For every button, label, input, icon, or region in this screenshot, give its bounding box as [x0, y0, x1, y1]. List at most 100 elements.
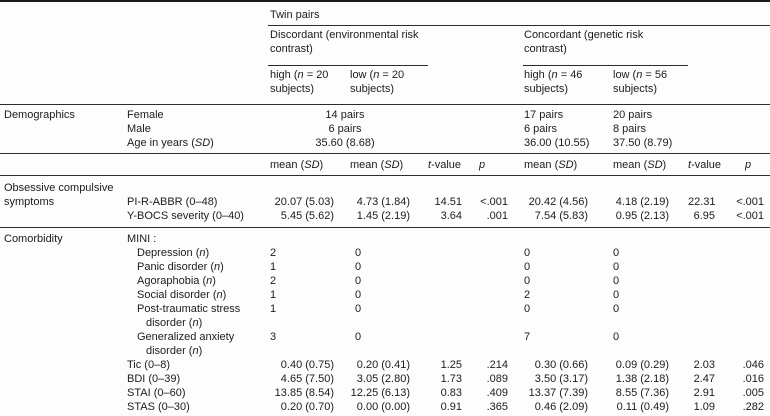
- count-cell: 0: [355, 247, 362, 259]
- header-p-discordant: p: [478, 153, 523, 176]
- count-cell: 7: [524, 331, 531, 343]
- count-cell: 1: [270, 289, 277, 301]
- spacer-cell: [733, 105, 770, 123]
- row-label-stai: STAI (0–60): [127, 387, 186, 399]
- mean-sd-cell: 4.65 (7.50): [280, 373, 334, 385]
- p-value-cell: .001: [478, 209, 523, 228]
- spacer-cell: [428, 122, 478, 136]
- count-cell: 0: [524, 275, 531, 287]
- spacer-cell: [733, 274, 770, 288]
- male-discordant-value: 6 pairs: [328, 123, 362, 135]
- p-value-cell: .365: [486, 401, 508, 413]
- col-header-discordant-low: low (n = 20 subjects): [348, 65, 428, 105]
- count-cell: 0: [524, 247, 531, 259]
- mean-sd-cell: 7.54 (5.83): [523, 209, 612, 228]
- mean-sd-cell: 12.25 (6.13): [350, 387, 410, 399]
- count-cell: 0: [613, 247, 620, 259]
- spacer-cell: [733, 65, 770, 105]
- age-discordant-value: 35.60 (8.68): [268, 136, 428, 154]
- t-value-cell: 6.95: [688, 209, 733, 228]
- header-discordant-group: Discordant (environmental risk contrast): [268, 25, 428, 66]
- y-bocs-row: Y-BOCS severity (0–40) 5.45 (5.62) 1.45 …: [0, 209, 770, 228]
- demographics-age-row: Age in years (SD) 35.60 (8.68) 36.00 (10…: [0, 136, 770, 154]
- mean-sd-cell: 8.55 (7.36): [615, 387, 669, 399]
- spacer-cell: [478, 260, 523, 274]
- header-t-value-discordant: t-value: [428, 153, 478, 176]
- t-value-cell: 2.91: [693, 387, 715, 399]
- spacer-cell: [0, 122, 124, 136]
- section-label-ocd-symptoms: Obsessive compulsive symptoms: [4, 182, 114, 208]
- t-value-cell: 1.73: [440, 373, 462, 385]
- mean-sd-cell: 13.37 (7.39): [528, 387, 588, 399]
- spacer-cell: [0, 1, 268, 26]
- spacer-cell: [0, 260, 124, 274]
- col-header-concordant-low: low (n = 56 subjects): [612, 65, 688, 105]
- t-value-cell: 1.25: [440, 359, 462, 371]
- count-cell: 0: [355, 289, 362, 301]
- count-cell: 2: [270, 247, 277, 259]
- male-concordant-low-value: 8 pairs: [613, 123, 647, 135]
- spacer-cell: [478, 274, 523, 288]
- mini-social-row: Social disorder (n) 1 0 2 0: [0, 288, 770, 302]
- spacer-cell: [478, 26, 523, 66]
- spacer-cell: [428, 136, 478, 154]
- row-label-female: Female: [127, 109, 164, 121]
- row-label-male: Male: [127, 123, 151, 135]
- mean-sd-cell: 3.05 (2.80): [356, 373, 410, 385]
- spacer-cell: [268, 228, 770, 247]
- female-discordant-value: 14 pairs: [325, 109, 365, 121]
- spacer-cell: [733, 26, 770, 66]
- spacer-cell: [0, 246, 124, 260]
- mini-depression-row: Depression (n) 2 0 0 0: [0, 246, 770, 260]
- spacer-cell: [688, 330, 733, 358]
- spacer-cell: [688, 246, 733, 260]
- count-cell: 0: [613, 331, 620, 343]
- spacer-cell: [478, 246, 523, 260]
- spacer-cell: [478, 122, 523, 136]
- mean-sd-cell: 13.85 (8.54): [274, 387, 334, 399]
- demographics-male-row: Male 6 pairs 6 pairs 8 pairs: [0, 122, 770, 136]
- spacer-cell: [733, 330, 770, 358]
- row-label-age: Age in years (SD): [124, 136, 268, 154]
- count-cell: 1: [270, 261, 277, 273]
- t-value-cell: 2.47: [693, 373, 715, 385]
- spacer-cell: [0, 302, 124, 330]
- count-cell: 0: [355, 275, 362, 287]
- mean-sd-cell: 0.40 (0.75): [280, 359, 334, 371]
- spacer-cell: [428, 302, 478, 330]
- p-value-cell: .089: [486, 373, 508, 385]
- spacer-cell: [688, 260, 733, 274]
- row-label-social-disorder: Social disorder (n): [137, 289, 227, 301]
- spacer-cell: [688, 122, 733, 136]
- mean-sd-cell: 0.00 (0.00): [356, 401, 410, 413]
- spacer-cell: [733, 302, 770, 330]
- row-label-bdi: BDI (0–39): [127, 373, 181, 385]
- row-label-pi-r-abbr: PI-R-ABBR (0–48): [127, 196, 218, 208]
- spacer-cell: [0, 358, 124, 372]
- mean-sd-cell: 3.50 (3.17): [534, 373, 588, 385]
- comorbidity-mini-row: Comorbidity MINI :: [0, 228, 770, 247]
- header-mean-sd-d-high: mean (SD): [268, 153, 348, 176]
- spacer-cell: [478, 136, 523, 154]
- spacer-cell: [0, 153, 124, 176]
- spacer-cell: [478, 288, 523, 302]
- spacer-cell: [0, 274, 124, 288]
- age-concordant-high-value: 36.00 (10.55): [523, 136, 612, 154]
- p-value-cell: .016: [742, 373, 765, 385]
- spacer-cell: [0, 330, 124, 358]
- age-concordant-low-value: 37.50 (8.79): [612, 136, 688, 154]
- spacer-cell: [688, 65, 733, 105]
- t-value-cell: 14.51: [434, 196, 462, 208]
- bdi-row: BDI (0–39) 4.65 (7.50) 3.05 (2.80) 1.73 …: [0, 372, 770, 386]
- count-cell: 0: [613, 303, 620, 315]
- count-cell: 0: [355, 331, 362, 343]
- female-concordant-low-value: 20 pairs: [613, 109, 653, 121]
- row-label-gad: Generalized anxiety disorder (n): [137, 331, 235, 357]
- spacer-cell: [0, 209, 124, 228]
- mean-sd-cell: 4.18 (2.19): [615, 196, 669, 208]
- spacer-cell: [0, 136, 124, 154]
- count-cell: 3: [270, 331, 277, 343]
- spacer-cell: [428, 260, 478, 274]
- spacer-cell: [428, 105, 478, 123]
- mean-sd-cell: 1.45 (2.19): [348, 209, 428, 228]
